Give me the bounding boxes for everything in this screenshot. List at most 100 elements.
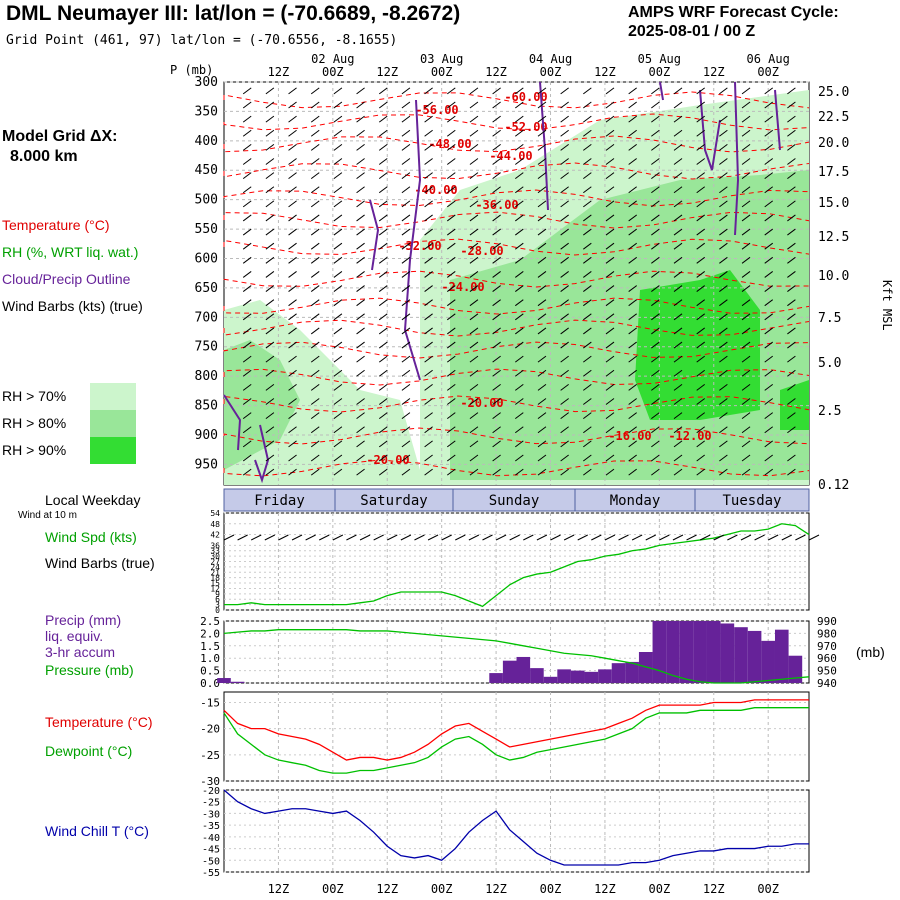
wind-barb xyxy=(719,256,728,264)
wind-barb xyxy=(719,299,728,307)
wind-barb xyxy=(401,228,411,236)
height-tick: 20.0 xyxy=(818,136,849,151)
wind-barb xyxy=(310,186,320,194)
wind-barb xyxy=(265,214,275,222)
wind-barb xyxy=(492,214,501,222)
wind-barbs-legend: Wind Barbs (true) xyxy=(45,555,155,571)
wind-barb xyxy=(628,383,637,391)
wind-barb xyxy=(401,299,411,307)
wind-barb xyxy=(242,454,252,462)
wind-barb xyxy=(628,186,637,194)
wind-barb xyxy=(605,87,615,95)
wind-barb xyxy=(537,242,547,250)
top-date-tick: 06 Aug xyxy=(747,52,790,66)
wind-barb xyxy=(764,299,774,307)
wind-barb xyxy=(424,158,433,165)
wind-barb xyxy=(515,228,524,236)
wind-barb xyxy=(378,87,388,95)
wind-barb xyxy=(492,285,501,292)
wind-barb xyxy=(787,143,796,151)
weekday-label: Tuesday xyxy=(722,493,781,509)
wind-barb xyxy=(764,87,774,95)
wind-barb xyxy=(356,115,365,123)
wind-barb xyxy=(583,200,592,208)
wind-speed-line xyxy=(224,523,810,608)
wind-barb xyxy=(605,271,615,278)
wind-barb xyxy=(651,101,660,109)
model-grid-value: 8.000 km xyxy=(10,148,78,165)
wind-barb xyxy=(446,327,456,335)
wind-barb xyxy=(356,129,365,137)
surface-wind-barb xyxy=(631,534,643,541)
wind-barb xyxy=(401,143,411,151)
wind-barb xyxy=(378,426,388,434)
wind-barb xyxy=(515,200,524,208)
wind-barb xyxy=(492,228,501,236)
wind-barb xyxy=(310,299,320,307)
wind-barb xyxy=(787,341,796,349)
wind-barb xyxy=(288,299,297,307)
wind-barb xyxy=(469,87,479,95)
pressure-tick: 450 xyxy=(195,163,218,178)
pressure-axis-title: P (mb) xyxy=(170,63,214,77)
wind-barb xyxy=(424,440,433,448)
wind-barb xyxy=(537,398,547,405)
wind-barb xyxy=(741,426,751,434)
wind-barb xyxy=(446,383,456,391)
wind-barb-field xyxy=(242,87,796,476)
precip-bar xyxy=(734,627,748,683)
precip-bar xyxy=(502,660,517,683)
wind-barb xyxy=(741,369,751,377)
wind-barb xyxy=(764,369,774,377)
bottom-hour-tick: 00Z xyxy=(431,882,453,896)
wind-barb xyxy=(356,355,365,363)
cloud-outline xyxy=(369,199,380,271)
wind-barb xyxy=(242,143,252,151)
wind-barb xyxy=(560,200,569,208)
wind-barb xyxy=(764,398,774,405)
wind-barb xyxy=(356,369,365,377)
wind-barb xyxy=(515,426,524,434)
temperature-label: -40.00 xyxy=(414,183,457,197)
wind-barb xyxy=(560,158,569,165)
wind-barb xyxy=(378,101,388,109)
temperature-tick: -15 xyxy=(200,696,220,709)
wind-barb xyxy=(333,454,343,462)
wind-10m-label: Wind at 10 m xyxy=(18,510,77,521)
wind-barb xyxy=(673,369,683,377)
wind-barb xyxy=(673,115,683,123)
surface-wind-barb xyxy=(373,534,384,541)
wind-barb xyxy=(265,200,275,208)
temperature-isoline xyxy=(223,189,810,207)
wind-speed-tick: 36 xyxy=(210,541,220,550)
pressure-line xyxy=(223,629,810,684)
wind-barb xyxy=(356,143,365,151)
wind-barb xyxy=(446,214,456,222)
wind-barb xyxy=(310,383,320,391)
pressure-tick: 700 xyxy=(195,310,218,325)
wind-barb xyxy=(401,440,411,448)
wind-barb xyxy=(673,426,683,434)
bottom-hour-tick: 12Z xyxy=(703,882,725,896)
wind-barb xyxy=(515,355,524,363)
wind-barb xyxy=(492,115,501,123)
wind-barb xyxy=(673,228,683,236)
wind-barb xyxy=(265,468,275,476)
wind-barb xyxy=(424,327,433,335)
wind-barb xyxy=(583,228,592,236)
wind-barb xyxy=(583,454,592,462)
wind-barb xyxy=(605,327,615,335)
wind-speed-tick: 0 xyxy=(215,606,220,615)
wind-barb xyxy=(696,440,705,448)
wind-speed-tick: 3 xyxy=(215,601,220,610)
wind-barb xyxy=(605,369,615,377)
wind-barb xyxy=(401,256,411,264)
wind-barb xyxy=(401,412,411,420)
wind-barb xyxy=(537,87,547,95)
wind-barb xyxy=(560,383,569,391)
wind-barb xyxy=(696,228,705,236)
wind-barb xyxy=(242,186,252,194)
wind-barb xyxy=(242,369,252,377)
pressure-tick: 300 xyxy=(195,75,218,90)
wind-barb xyxy=(787,299,796,307)
